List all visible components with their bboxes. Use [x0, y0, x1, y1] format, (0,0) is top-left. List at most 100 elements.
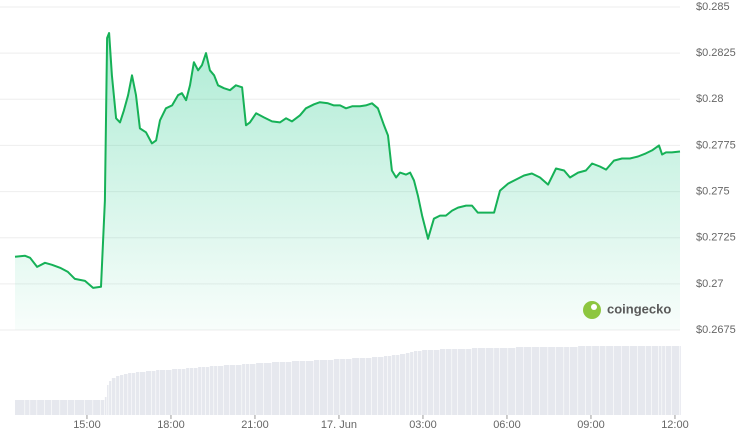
volume-bar: [578, 346, 586, 415]
volume-bar: [345, 359, 352, 415]
volume-bar: [410, 352, 414, 415]
volume-bar: [51, 400, 60, 415]
volume-bar: [613, 346, 622, 415]
watermark: coingecko: [583, 301, 671, 319]
volume-bar: [186, 368, 190, 415]
volume-bar: [333, 359, 340, 415]
y-tick-label: $0.2825: [696, 47, 736, 59]
volume-bar: [104, 397, 107, 415]
volume-bar: [74, 400, 85, 415]
volume-bar: [477, 348, 486, 415]
volume-bar: [156, 370, 160, 415]
y-tick-label: $0.285: [696, 1, 730, 13]
volume-bar: [328, 360, 334, 415]
volume-bar: [414, 351, 418, 415]
volume-bar: [666, 346, 672, 415]
volume-bar: [629, 346, 638, 415]
x-tick-label: 09:00: [577, 419, 605, 430]
volume-bar: [44, 400, 52, 415]
volume-bar: [405, 353, 410, 415]
volume-bar: [314, 360, 320, 415]
volume-bar: [214, 366, 218, 415]
volume-bar: [37, 400, 45, 415]
volume-bar: [218, 366, 224, 415]
volume-bar: [256, 363, 264, 415]
y-tick-label: $0.2675: [696, 324, 736, 336]
volume-bar: [452, 349, 458, 415]
volume-bar: [172, 369, 178, 415]
x-tick-label: 03:00: [409, 419, 437, 430]
x-tick-label: 18:00: [157, 419, 185, 430]
volume-bar: [592, 346, 600, 415]
volume-bar: [209, 366, 214, 415]
volume-bar: [246, 364, 250, 415]
volume-bar: [223, 365, 230, 415]
volume-bar: [263, 363, 272, 415]
volume-bar: [319, 360, 328, 415]
volume-bar: [548, 347, 556, 415]
volume-bar: [515, 347, 524, 415]
volume-bar: [531, 347, 540, 415]
volume-bar: [291, 361, 300, 415]
volume-bar: [242, 364, 246, 415]
x-tick-label: 21:00: [241, 419, 269, 430]
volume-bar: [372, 357, 378, 415]
x-tick-label: 17. Jun: [321, 419, 357, 430]
volume-bar: [457, 349, 466, 415]
volume-bar: [387, 356, 392, 415]
volume-bar: [135, 372, 140, 415]
volume-bar: [160, 370, 166, 415]
logo: [583, 301, 601, 319]
y-tick-label: $0.27: [696, 278, 724, 290]
volume-bar: [181, 369, 186, 415]
volume-bar: [120, 375, 124, 415]
volume-bar: [365, 358, 372, 415]
volume-bar: [107, 385, 109, 415]
volume-bar: [146, 371, 152, 415]
volume-bar: [305, 361, 314, 415]
volume-bar: [377, 357, 384, 415]
volume-bar: [524, 347, 532, 415]
price-area: [15, 33, 680, 330]
volume-bar: [622, 346, 630, 415]
volume-bar: [30, 400, 37, 415]
volume-bar: [540, 347, 548, 415]
volume-bar: [67, 400, 75, 415]
volume-bar: [384, 356, 388, 415]
volume-bar: [132, 373, 136, 415]
volume-bar: [494, 348, 500, 415]
y-tick-label: $0.275: [696, 185, 730, 197]
volume-bar: [662, 346, 666, 415]
volume-bar: [165, 370, 172, 415]
volume-bar: [485, 348, 494, 415]
volume-bar: [391, 355, 396, 415]
volume-bar: [177, 369, 182, 415]
x-tick-label: 06:00: [493, 419, 521, 430]
volume-bar: [499, 348, 508, 415]
volume-bar: [428, 350, 434, 415]
volume-bar: [585, 346, 592, 415]
volume-bar: [352, 358, 360, 415]
volume-bar: [93, 400, 101, 415]
volume-bar: [25, 400, 30, 415]
volume-bar: [100, 400, 105, 415]
volume-bar: [300, 361, 306, 415]
volume-bar: [15, 400, 25, 415]
volume-bar: [193, 368, 198, 415]
volume-bar: [599, 346, 606, 415]
volume-bar: [85, 400, 93, 415]
x-tick-label: 15:00: [73, 419, 101, 430]
logo-eye: [591, 304, 597, 310]
volume-bar: [471, 348, 478, 415]
volume-bar: [466, 349, 472, 415]
volume-bar: [396, 355, 400, 415]
y-tick-label: $0.28: [696, 93, 724, 105]
volume-bar: [202, 367, 206, 415]
volume-bar: [569, 347, 578, 415]
volume-bar: [680, 346, 681, 415]
volume-bar: [198, 367, 202, 415]
volume-bar: [400, 354, 406, 415]
price-line: [14, 32, 681, 289]
volume-bar: [235, 365, 242, 415]
volume-bar: [123, 374, 128, 415]
